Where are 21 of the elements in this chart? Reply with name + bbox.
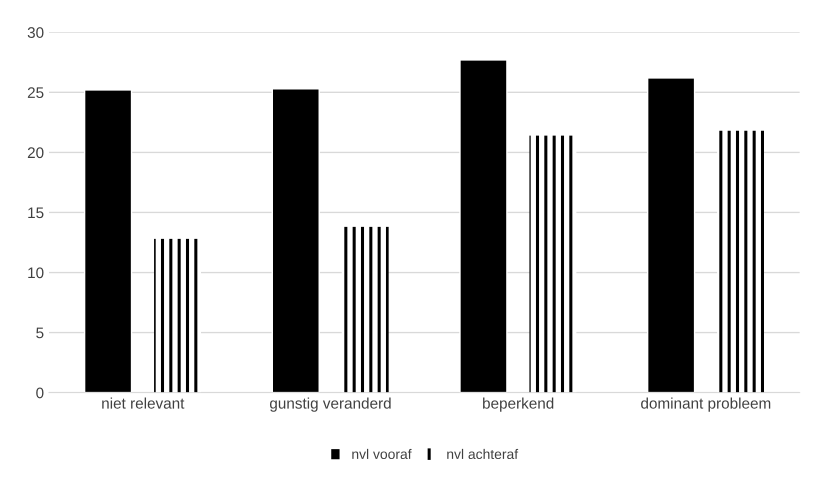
bar (646, 77, 696, 393)
bar (272, 88, 320, 393)
y-tick-label: 30 (28, 27, 44, 38)
bar (529, 136, 576, 393)
y-tick-label: 25 (28, 87, 44, 98)
x-tick-label: dominant probleem (641, 397, 770, 412)
bar (342, 226, 389, 393)
legend-label: nvl achteraf (447, 448, 518, 460)
bar (717, 130, 764, 393)
x-tick-label: beperkend (483, 397, 554, 412)
y-tick-label: 15 (28, 207, 44, 218)
bar (84, 89, 132, 393)
y-tick-label: 5 (36, 328, 44, 338)
bar (459, 59, 508, 393)
bar (154, 238, 201, 393)
y-tick-label: 20 (28, 147, 44, 158)
y-tick-label: 0 (36, 388, 44, 398)
x-tick-label: niet relevant (102, 397, 184, 409)
y-tick-label: 10 (28, 267, 44, 278)
x-tick-label: gunstig veranderd (270, 397, 391, 412)
legend-label: nvl vooraf (352, 448, 412, 460)
